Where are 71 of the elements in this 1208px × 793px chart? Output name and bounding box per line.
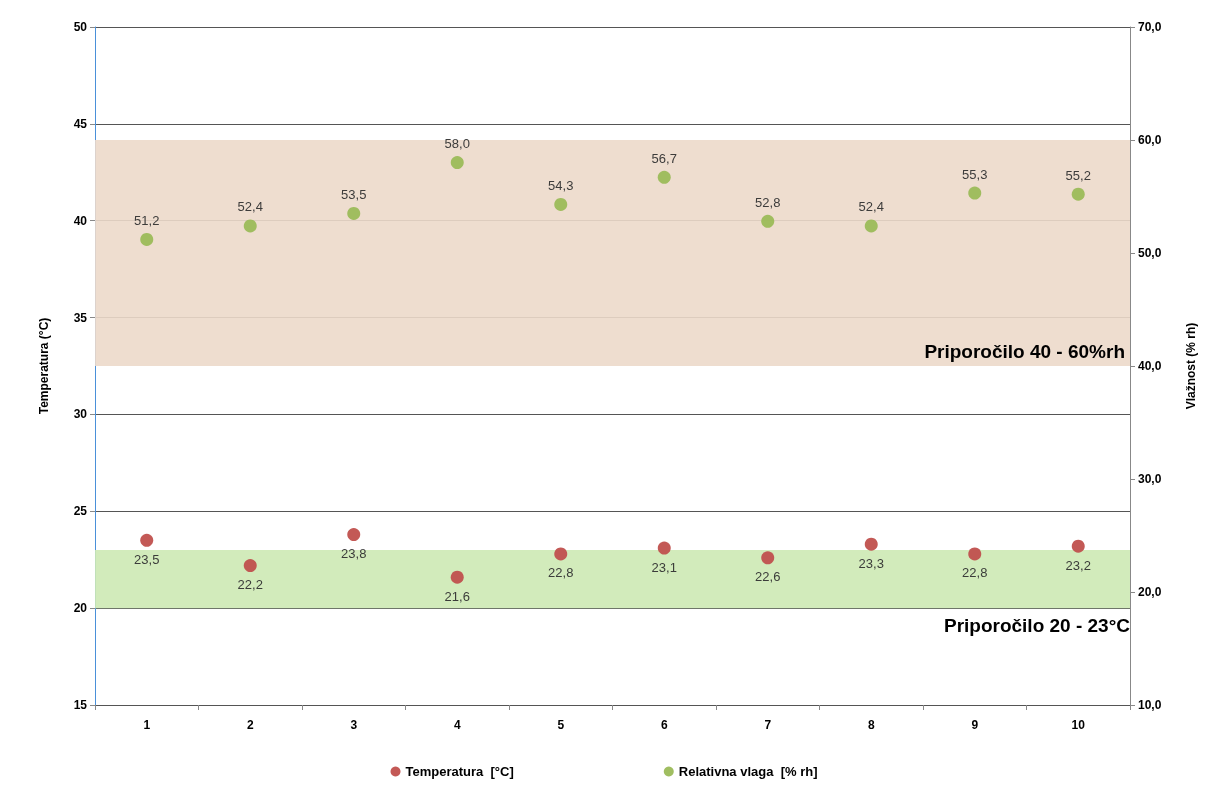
x-tick-label: 10: [1071, 718, 1086, 732]
point: [657, 541, 671, 555]
point: [1071, 187, 1085, 201]
y-tick-label: 20: [73, 601, 88, 616]
data-label: 22,2: [237, 577, 263, 593]
data-label: 53,5: [341, 186, 367, 202]
x-tick-label: 5: [557, 718, 565, 732]
data-label: 22,8: [962, 565, 988, 581]
x-tick-label: 2: [246, 718, 254, 732]
y2-tick-label: 20,0: [1138, 585, 1162, 599]
data-label: 22,8: [548, 565, 574, 581]
y2-tick-label: 10,0: [1138, 698, 1162, 712]
point: [243, 559, 257, 573]
y2-tick-label: 60,0: [1138, 133, 1162, 147]
point: [243, 219, 257, 233]
point: [657, 170, 671, 184]
y-tick-label: 15: [73, 698, 88, 712]
y-tick-label: 45: [73, 116, 88, 131]
y-tick-label: 40: [73, 213, 88, 228]
data-label: 23,5: [134, 551, 160, 567]
legend-label: Relativna vlaga [% rh]: [678, 764, 818, 779]
y2-tick-label: 30,0: [1138, 472, 1162, 486]
point: [347, 528, 361, 542]
x-tick-label: 6: [660, 718, 668, 732]
legend-label: Temperatura [°C]: [405, 764, 514, 779]
data-label: 21,6: [444, 588, 470, 604]
y-tick-label: 25: [73, 504, 88, 519]
x-tick-label: 1: [143, 718, 151, 732]
point: [864, 537, 878, 551]
y-axis-title: Temperatura (°C): [37, 317, 51, 415]
point: [347, 206, 361, 220]
point: [554, 547, 568, 561]
point: [864, 219, 878, 233]
data-label: 56,7: [651, 150, 677, 166]
data-label: 55,3: [962, 166, 988, 182]
band-label: Priporočilo 40 - 60%rh: [924, 341, 1125, 362]
data-label: 23,3: [858, 555, 884, 571]
point: [140, 533, 154, 547]
point: [968, 547, 982, 561]
y2-tick-label: 50,0: [1138, 246, 1162, 260]
point: [761, 214, 775, 228]
point: [140, 232, 154, 246]
data-label: 22,6: [755, 569, 781, 585]
point: [968, 186, 982, 200]
point: [450, 570, 464, 584]
x-tick-label: 7: [764, 718, 772, 732]
x-tick-label: 8: [867, 718, 875, 732]
y2-tick-label: 70,0: [1138, 20, 1162, 34]
data-label: 55,2: [1065, 167, 1091, 183]
point: [450, 156, 464, 170]
x-tick-label: 9: [971, 718, 979, 732]
data-label: 52,8: [755, 194, 781, 210]
point: [554, 197, 568, 211]
data-label: 54,3: [548, 177, 574, 193]
y2-tick-label: 40,0: [1138, 359, 1162, 373]
band-label: Priporočilo 20 - 23°C: [943, 615, 1131, 637]
x-tick-label: 4: [453, 718, 461, 732]
data-label: 23,8: [341, 546, 367, 562]
data-label: 51,2: [134, 212, 160, 228]
y-tick-label: 35: [73, 310, 88, 325]
data-label: 23,2: [1065, 557, 1091, 573]
y-tick-label: 30: [73, 407, 88, 422]
y-tick-label: 50: [73, 20, 88, 34]
point: [1071, 539, 1085, 553]
data-label: 52,4: [237, 199, 263, 215]
data-label: 52,4: [858, 199, 884, 215]
x-tick-label: 3: [350, 718, 358, 732]
y2-axis-title: Vlažnost (% rh): [1184, 322, 1198, 410]
data-label: 23,1: [651, 559, 677, 575]
point: [761, 551, 775, 565]
data-label: 58,0: [444, 136, 470, 152]
